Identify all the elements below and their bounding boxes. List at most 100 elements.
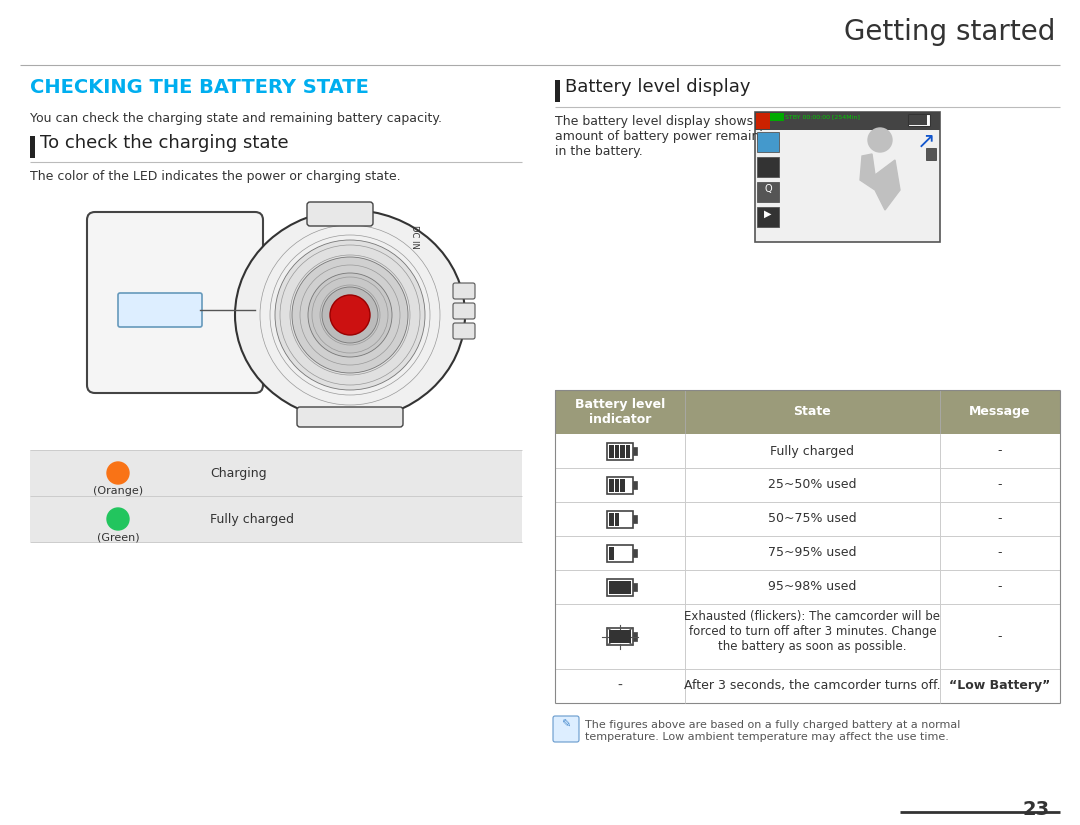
Circle shape	[107, 508, 129, 530]
Bar	[609, 478, 613, 492]
Bar	[607, 477, 633, 493]
Text: Battery level
indicator: Battery level indicator	[575, 398, 665, 426]
Bar	[756, 113, 770, 129]
Bar	[620, 445, 624, 458]
Bar	[757, 157, 779, 177]
Bar	[633, 515, 637, 523]
Text: CHECKING THE BATTERY STATE: CHECKING THE BATTERY STATE	[30, 78, 369, 97]
Bar	[607, 511, 633, 527]
Bar	[555, 570, 1059, 604]
Bar	[555, 502, 1059, 536]
Text: -: -	[998, 478, 1002, 492]
Bar	[555, 80, 561, 102]
Bar	[555, 468, 1059, 502]
Text: Q: Q	[765, 184, 772, 194]
Bar	[609, 546, 613, 559]
Text: Getting started: Getting started	[843, 18, 1055, 46]
Text: (Orange): (Orange)	[93, 486, 143, 496]
Text: -: -	[998, 581, 1002, 593]
Bar	[30, 136, 35, 158]
Text: Fully charged: Fully charged	[210, 513, 294, 526]
Text: 23: 23	[1023, 800, 1050, 819]
Bar	[633, 549, 637, 557]
FancyBboxPatch shape	[453, 283, 475, 299]
Text: ▶: ▶	[765, 209, 772, 219]
Bar	[607, 442, 633, 460]
Bar	[609, 630, 613, 643]
Bar	[625, 581, 630, 593]
FancyBboxPatch shape	[87, 212, 264, 393]
Text: -: -	[998, 512, 1002, 526]
Bar	[615, 445, 619, 458]
Text: The color of the LED indicates the power or charging state.: The color of the LED indicates the power…	[30, 170, 401, 183]
Bar	[30, 496, 522, 542]
FancyBboxPatch shape	[553, 716, 579, 742]
FancyBboxPatch shape	[453, 323, 475, 339]
Bar	[620, 478, 624, 492]
Bar	[607, 578, 633, 596]
Circle shape	[292, 257, 408, 373]
Bar	[555, 390, 1059, 434]
Bar	[620, 581, 624, 593]
Bar	[615, 512, 619, 526]
Text: The battery level display shows the
amount of battery power remaining
in the bat: The battery level display shows the amou…	[555, 115, 779, 158]
Bar	[625, 445, 630, 458]
Text: STBY 00:00:00 [254Min]: STBY 00:00:00 [254Min]	[785, 114, 860, 119]
Bar	[555, 434, 1059, 468]
Bar	[615, 478, 619, 492]
Bar	[908, 114, 930, 126]
Bar	[757, 207, 779, 227]
Text: The figures above are based on a fully charged battery at a normal
temperature. : The figures above are based on a fully c…	[585, 720, 960, 742]
Text: ↗: ↗	[916, 132, 935, 152]
Text: -: -	[998, 445, 1002, 458]
Bar	[757, 132, 779, 152]
Bar	[755, 112, 940, 242]
Text: 95~98% used: 95~98% used	[768, 581, 856, 593]
Bar	[609, 445, 613, 458]
Text: -: -	[998, 546, 1002, 559]
Circle shape	[107, 462, 129, 484]
Bar	[633, 582, 637, 592]
Bar	[607, 628, 633, 645]
Bar	[757, 182, 779, 202]
Bar	[555, 536, 1059, 570]
Bar	[609, 512, 613, 526]
Bar	[926, 148, 936, 160]
Bar	[555, 604, 1059, 669]
Text: Battery level display: Battery level display	[565, 78, 751, 96]
FancyBboxPatch shape	[297, 407, 403, 427]
FancyBboxPatch shape	[118, 293, 202, 327]
Circle shape	[868, 128, 892, 152]
Text: (Green): (Green)	[97, 532, 139, 542]
Text: 75~95% used: 75~95% used	[768, 546, 856, 559]
Bar	[615, 581, 619, 593]
Circle shape	[308, 273, 392, 357]
Circle shape	[275, 240, 426, 390]
Text: Message: Message	[969, 405, 1030, 418]
Bar	[620, 630, 624, 643]
Text: “Low Battery”: “Low Battery”	[949, 680, 1051, 692]
Ellipse shape	[235, 210, 465, 420]
Bar	[633, 447, 637, 455]
Bar	[609, 581, 613, 593]
Text: You can check the charging state and remaining battery capacity.: You can check the charging state and rem…	[30, 112, 442, 125]
Bar	[30, 450, 522, 496]
Text: After 3 seconds, the camcorder turns off.: After 3 seconds, the camcorder turns off…	[685, 680, 941, 692]
Text: State: State	[794, 405, 832, 418]
FancyBboxPatch shape	[453, 303, 475, 319]
Bar	[770, 113, 784, 121]
Text: Charging: Charging	[210, 467, 267, 480]
Bar	[909, 115, 927, 125]
Circle shape	[330, 295, 370, 335]
Circle shape	[322, 287, 378, 343]
Text: ✎: ✎	[562, 720, 570, 730]
Bar	[609, 581, 631, 593]
Bar	[555, 669, 1059, 703]
Text: Exhausted (flickers): The camcorder will be
forced to turn off after 3 minutes. : Exhausted (flickers): The camcorder will…	[685, 610, 941, 653]
Text: -: -	[998, 630, 1002, 643]
FancyBboxPatch shape	[97, 379, 258, 393]
Text: 50~75% used: 50~75% used	[768, 512, 856, 526]
Text: 25~50% used: 25~50% used	[768, 478, 856, 492]
Text: Fully charged: Fully charged	[770, 445, 854, 458]
Bar	[625, 630, 630, 643]
